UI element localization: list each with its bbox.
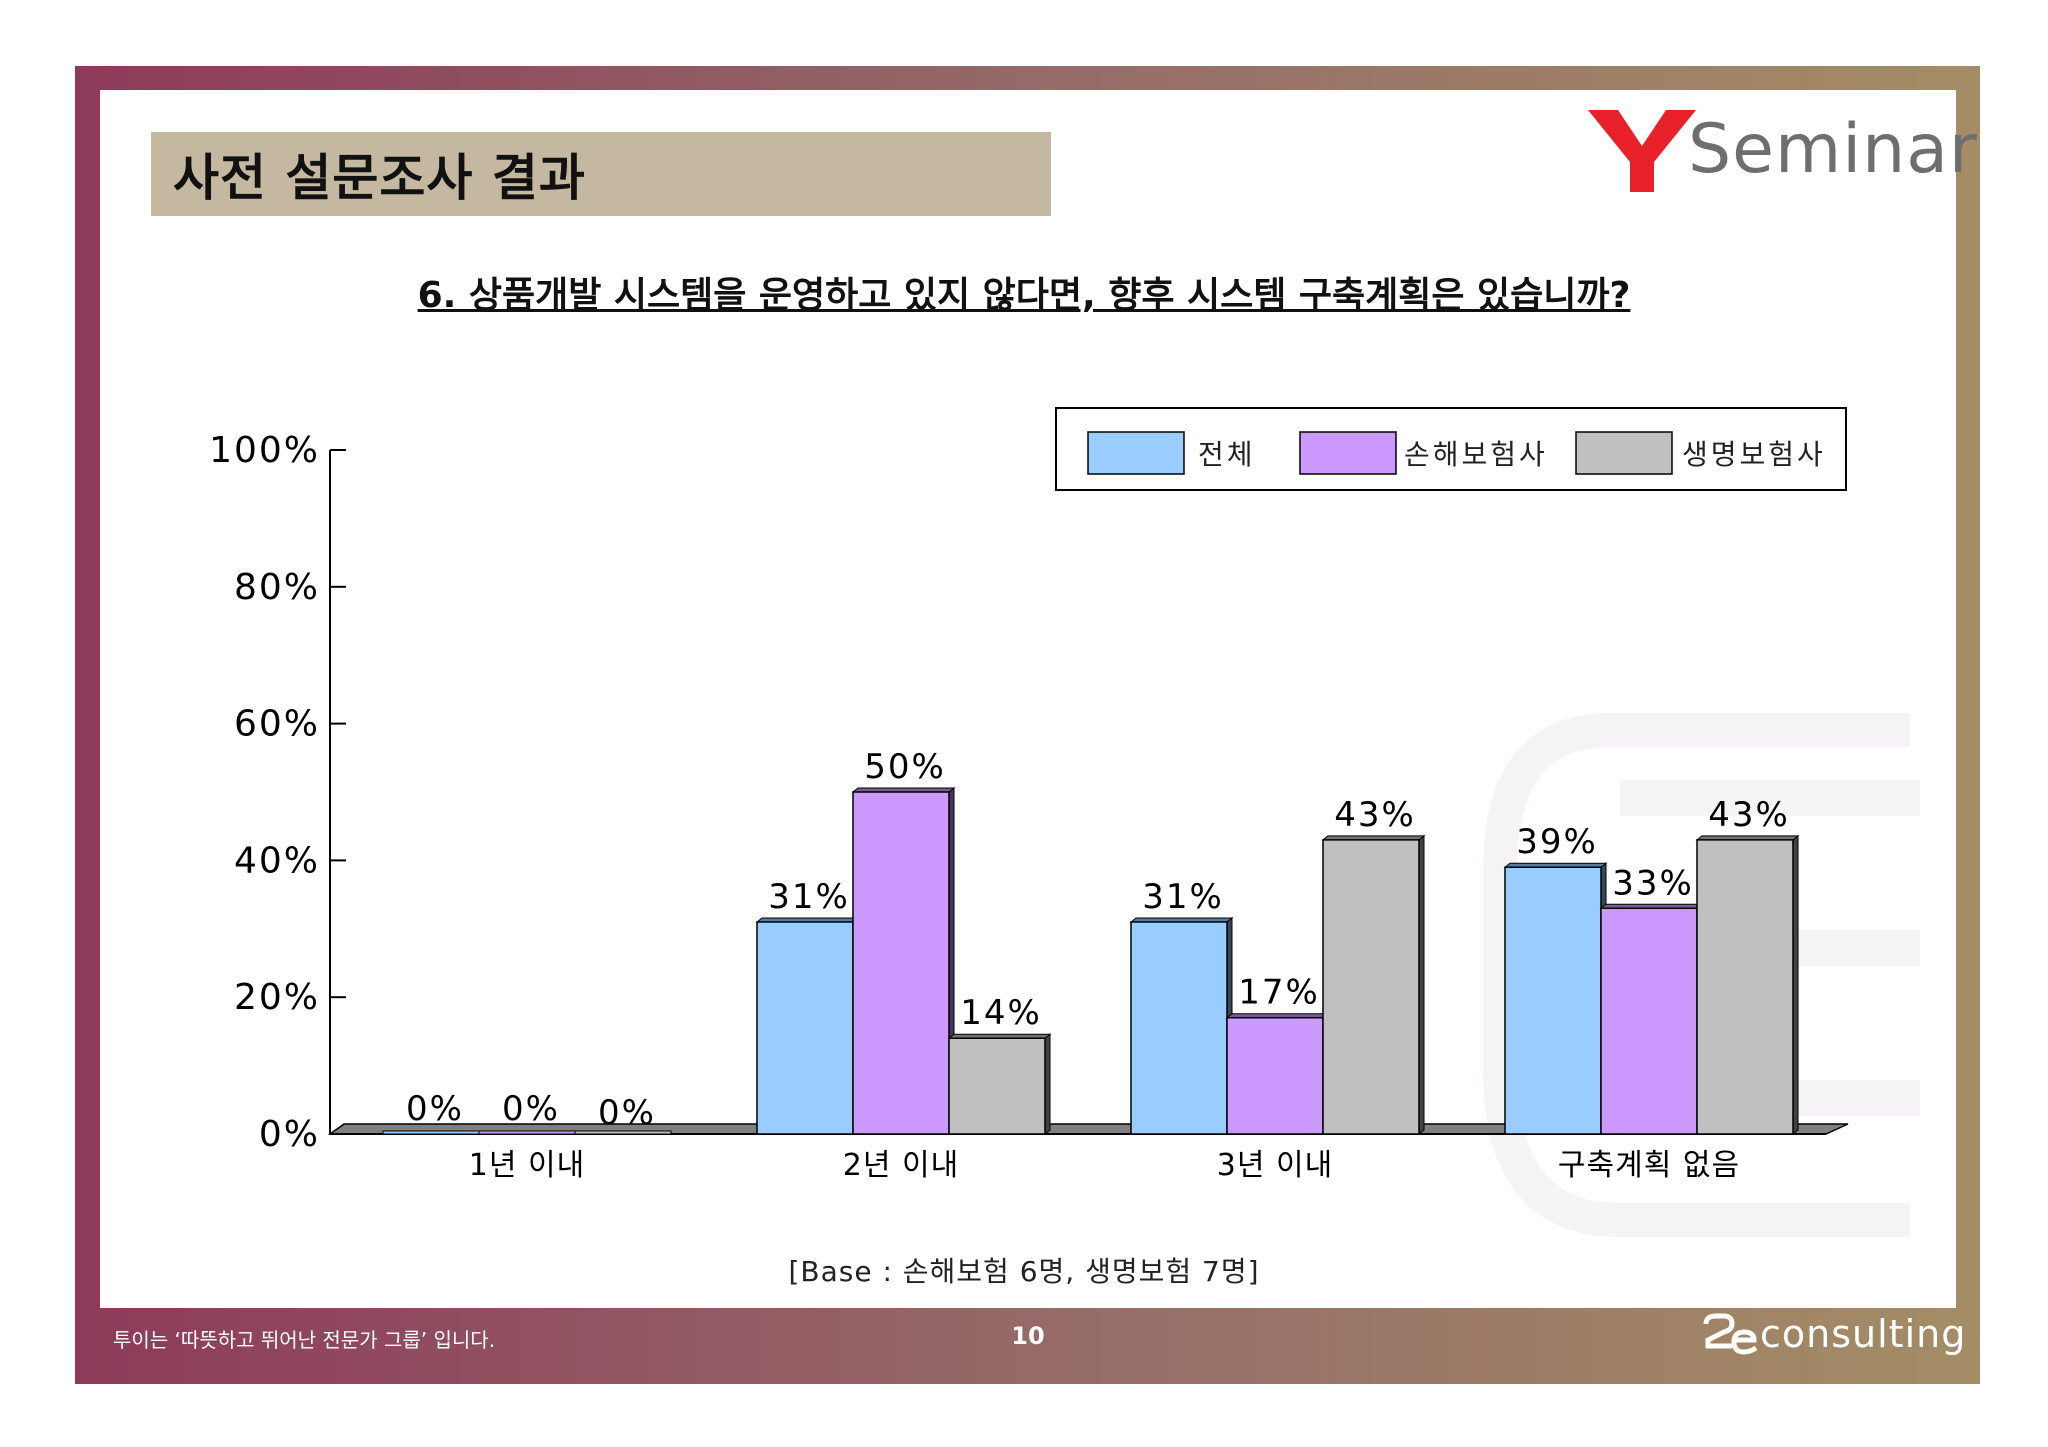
legend-swatch [1087,431,1185,475]
footer-logo-text: consulting [1760,1312,1967,1356]
title-bar: 사전 설문조사 결과 [151,132,1051,216]
data-label: 31% [768,877,850,917]
footer-logo: consulting [1702,1312,1966,1356]
page-title: 사전 설문조사 결과 [173,149,586,207]
y-tick-label: 100% [209,430,320,471]
footer-tagline: 투이는 ‘따뜻하고 뛰어난 전문가 그룹’ 입니다. [113,1328,496,1352]
legend-swatch [1575,431,1673,475]
y-tick-label: 40% [234,840,320,881]
legend-label: 생명보험사 [1682,438,1826,471]
legend-swatch [1299,431,1397,475]
data-label: 0% [406,1089,464,1129]
y-tick-label: 0% [259,1114,320,1155]
legend-label: 손해보험사 [1404,438,1548,471]
bar [574,1130,672,1135]
question-title: 6. 상품개발 시스템을 운영하고 있지 않다면, 향후 시스템 구축계획은 있… [417,275,1631,316]
seminar-logo: Seminar [1588,104,1978,194]
y-tick-label: 80% [234,567,320,608]
bar [1226,1016,1324,1135]
bar [478,1130,576,1135]
data-label: 0% [502,1089,560,1129]
legend-box [1055,407,1847,491]
x-category-label: 3년 이내 [1217,1148,1333,1183]
data-label: 43% [1708,795,1790,835]
logo-text: Seminar [1688,109,1978,189]
x-category-label: 1년 이내 [469,1148,585,1183]
data-label: 39% [1516,822,1598,862]
logo-y-icon [1588,110,1696,192]
x-category-label: 구축계획 없음 [1558,1148,1740,1183]
bar [756,921,854,1135]
data-label: 31% [1142,877,1224,917]
page-number: 10 [1011,1322,1045,1350]
bar [1504,866,1602,1135]
bar [382,1130,480,1135]
bar [1130,921,1228,1135]
bar [852,791,950,1135]
data-label: 17% [1238,973,1320,1013]
data-label: 0% [598,1093,656,1133]
chart-bars [382,786,1800,1136]
bar [1696,839,1794,1135]
legend-label: 전체 [1198,438,1256,471]
data-label: 14% [960,993,1042,1033]
y-tick-label: 20% [234,977,320,1018]
base-note: [Base : 손해보험 6명, 생명보험 7명] [788,1255,1260,1288]
data-label: 50% [864,747,946,787]
chart-legend: 전체 손해보험사 생명보험사 [1055,407,1847,491]
y-tick-label: 60% [234,704,320,745]
bar [1322,839,1420,1135]
data-label: 43% [1334,795,1416,835]
bar [1600,907,1698,1135]
bar [948,1037,1046,1135]
x-category-label: 2년 이내 [843,1148,959,1183]
data-label: 33% [1612,863,1694,903]
two-e-logo-icon [1703,1313,1758,1355]
